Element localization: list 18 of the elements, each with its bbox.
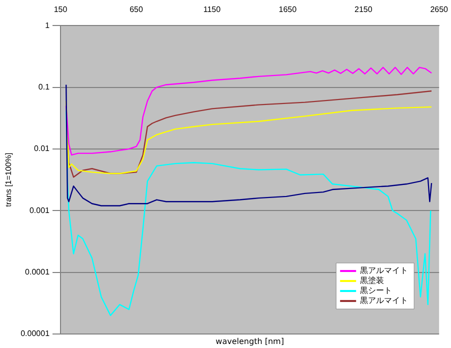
y-tick-label: 0.001 — [29, 206, 50, 215]
y-tick-label: 0.0001 — [25, 268, 50, 277]
y-tick-label: 0.1 — [38, 82, 50, 92]
y-tick-label: 1 — [45, 20, 50, 30]
legend-label: 黒塗装 — [360, 276, 384, 286]
x-tick-label: 150 — [54, 5, 68, 14]
x-tick-label: 1650 — [278, 5, 298, 14]
x-tick-label: 2150 — [354, 5, 373, 14]
x-tick-label: 2650 — [430, 5, 449, 14]
y-tick-label: 0.00001 — [20, 329, 50, 338]
y-tick-label: 0.01 — [34, 144, 50, 154]
legend-label: 黒アルマイト — [360, 296, 408, 306]
x-axis-title: wavelength [nm] — [216, 337, 284, 346]
x-tick-label: 1150 — [203, 5, 222, 14]
legend-label: 黒シート — [360, 286, 392, 296]
y-axis-title: trans [1=100%] — [4, 152, 14, 207]
x-tick-label: 650 — [130, 5, 144, 14]
legend-label: 黒アルマイト — [360, 266, 408, 276]
